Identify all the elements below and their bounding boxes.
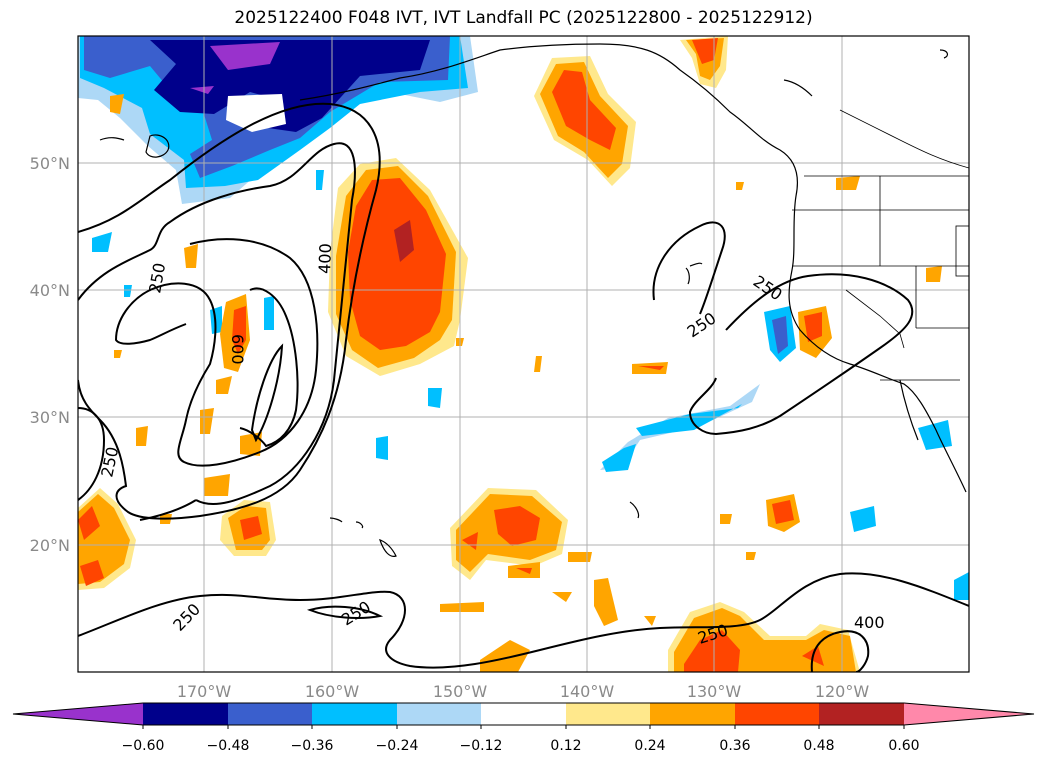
colorbar: −0.60 −0.48 −0.36 −0.24 −0.12 0.12 0.24 … xyxy=(12,702,1035,754)
contour-label: 400 xyxy=(854,613,885,632)
longitude-labels: 170°W 160°W 150°W 140°W 130°W 120°W xyxy=(177,682,870,701)
contour-label: 250 xyxy=(338,597,374,629)
contour-label: 600 xyxy=(228,334,247,365)
colorbar-extend-high xyxy=(904,703,1034,725)
colorbar-tick-label: 0.12 xyxy=(550,738,581,754)
lon-label: 170°W xyxy=(177,682,232,701)
lat-label: 50°N xyxy=(30,154,70,173)
ivt-contours xyxy=(78,102,969,672)
colorbar-segment xyxy=(228,703,312,725)
negative-pc-shading xyxy=(78,36,969,600)
lon-label: 140°W xyxy=(560,682,615,701)
contour-label: 250 xyxy=(169,600,204,635)
contour-labels: 250 600 400 250 250 250 250 250 250 400 xyxy=(97,243,884,648)
lon-label: 150°W xyxy=(433,682,488,701)
colorbar-segment xyxy=(143,703,228,725)
colorbar-segment xyxy=(566,703,650,725)
contour-label: 250 xyxy=(750,272,786,305)
lat-label: 20°N xyxy=(30,536,70,555)
colorbar-tick-label: −0.48 xyxy=(207,738,250,754)
lat-label: 40°N xyxy=(30,281,70,300)
colorbar-tick-label: 0.36 xyxy=(719,738,750,754)
colorbar-segment xyxy=(481,703,566,725)
colorbar-tick-label: −0.60 xyxy=(122,738,165,754)
map-title: 2025122400 F048 IVT, IVT Landfall PC (20… xyxy=(234,8,813,28)
coastlines xyxy=(99,43,967,557)
colorbar-segment xyxy=(735,703,819,725)
colorbar-tick-label: 0.60 xyxy=(888,738,919,754)
contour-label: 250 xyxy=(97,445,122,479)
colorbar-segment xyxy=(397,703,481,725)
colorbar-tick-label: −0.12 xyxy=(460,738,503,754)
colorbar-tick-label: −0.36 xyxy=(291,738,334,754)
lat-label: 30°N xyxy=(30,408,70,427)
lon-label: 130°W xyxy=(687,682,742,701)
latitude-labels: 50°N 40°N 30°N 20°N xyxy=(30,154,70,555)
colorbar-tick-label: 0.48 xyxy=(803,738,834,754)
map-frame xyxy=(77,35,970,673)
lon-label: 160°W xyxy=(305,682,360,701)
colorbar-tick-label: −0.24 xyxy=(376,738,419,754)
political-borders xyxy=(792,109,969,381)
contour-label: 400 xyxy=(315,243,335,274)
map-content: 250 600 400 250 250 250 250 250 250 400 xyxy=(78,36,969,672)
colorbar-extend-low xyxy=(13,703,143,725)
positive-pc-shading xyxy=(78,36,942,672)
colorbar-segment xyxy=(312,703,397,725)
colorbar-segment xyxy=(650,703,735,725)
graticule xyxy=(78,36,969,672)
colorbar-segment xyxy=(819,703,904,725)
lon-label: 120°W xyxy=(815,682,870,701)
colorbar-tick-label: 0.24 xyxy=(634,738,665,754)
